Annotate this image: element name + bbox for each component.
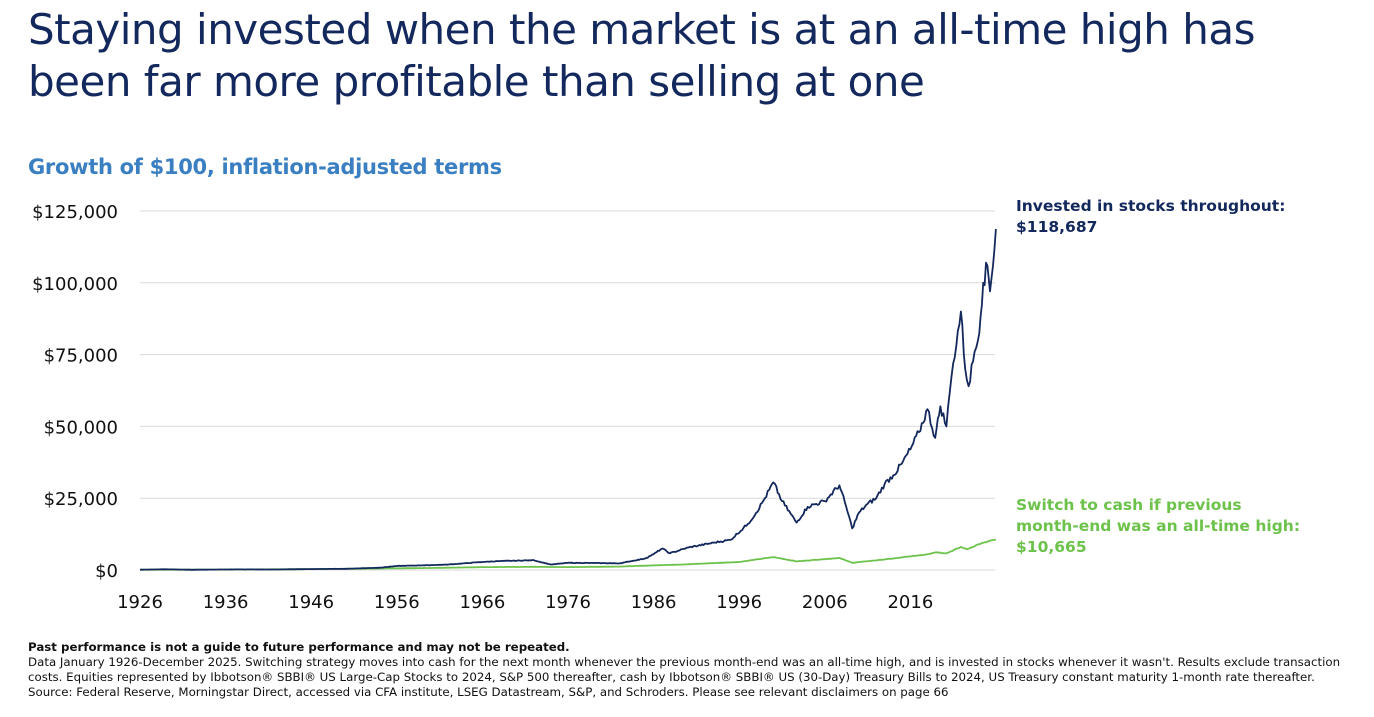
- x-tick-label: 2006: [802, 592, 848, 613]
- source-notes: Data January 1926-December 2025. Switchi…: [28, 655, 1341, 699]
- series-label-cash-name-line1: Switch to cash if previous: [1016, 496, 1242, 514]
- x-tick-label: 1926: [117, 592, 163, 613]
- series-label-cash-name-line2: month-end was an all-time high:: [1016, 517, 1301, 535]
- series-lines: [140, 229, 997, 571]
- series-label-cash: Switch to cash if previous month-end was…: [1016, 495, 1326, 558]
- page-title: Staying invested when the market is at a…: [28, 5, 1255, 106]
- y-tick-label: $75,000: [44, 346, 118, 367]
- footnote: Past performance is not a guide to futur…: [28, 640, 1348, 700]
- x-tick-label: 1986: [631, 592, 677, 613]
- series-label-stocks: Invested in stocks throughout: $118,687: [1016, 196, 1285, 238]
- disclaimer-bold: Past performance is not a guide to futur…: [28, 640, 570, 654]
- series-line-cash: [140, 538, 997, 571]
- series-line-stocks: [140, 229, 997, 571]
- y-tick-label: $0: [95, 561, 118, 582]
- y-tick-label: $125,000: [32, 202, 118, 223]
- series-label-stocks-value: $118,687: [1016, 218, 1098, 236]
- y-tick-label: $25,000: [44, 489, 118, 510]
- x-tick-label: 1966: [459, 592, 505, 613]
- x-tick-label: 1976: [545, 592, 591, 613]
- x-tick-label: 1996: [716, 592, 762, 613]
- y-tick-label: $50,000: [44, 417, 118, 438]
- x-tick-label: 1946: [288, 592, 334, 613]
- chart-title: Growth of $100, inflation-adjusted terms: [28, 155, 502, 179]
- x-axis: 1926 1936 1946 1956 1966 1976 1986 1996 2006 2016: [117, 592, 933, 613]
- x-tick-label: 1956: [374, 592, 420, 613]
- series-label-cash-value: $10,665: [1016, 538, 1087, 556]
- series-label-stocks-name: Invested in stocks throughout:: [1016, 197, 1286, 215]
- y-tick-label: $100,000: [32, 274, 118, 295]
- gridlines: [140, 210, 995, 571]
- x-tick-label: 2016: [887, 592, 933, 613]
- x-tick-label: 1936: [203, 592, 249, 613]
- y-axis: $0 $25,000 $50,000 $75,000 $100,000 $125,000: [32, 202, 118, 582]
